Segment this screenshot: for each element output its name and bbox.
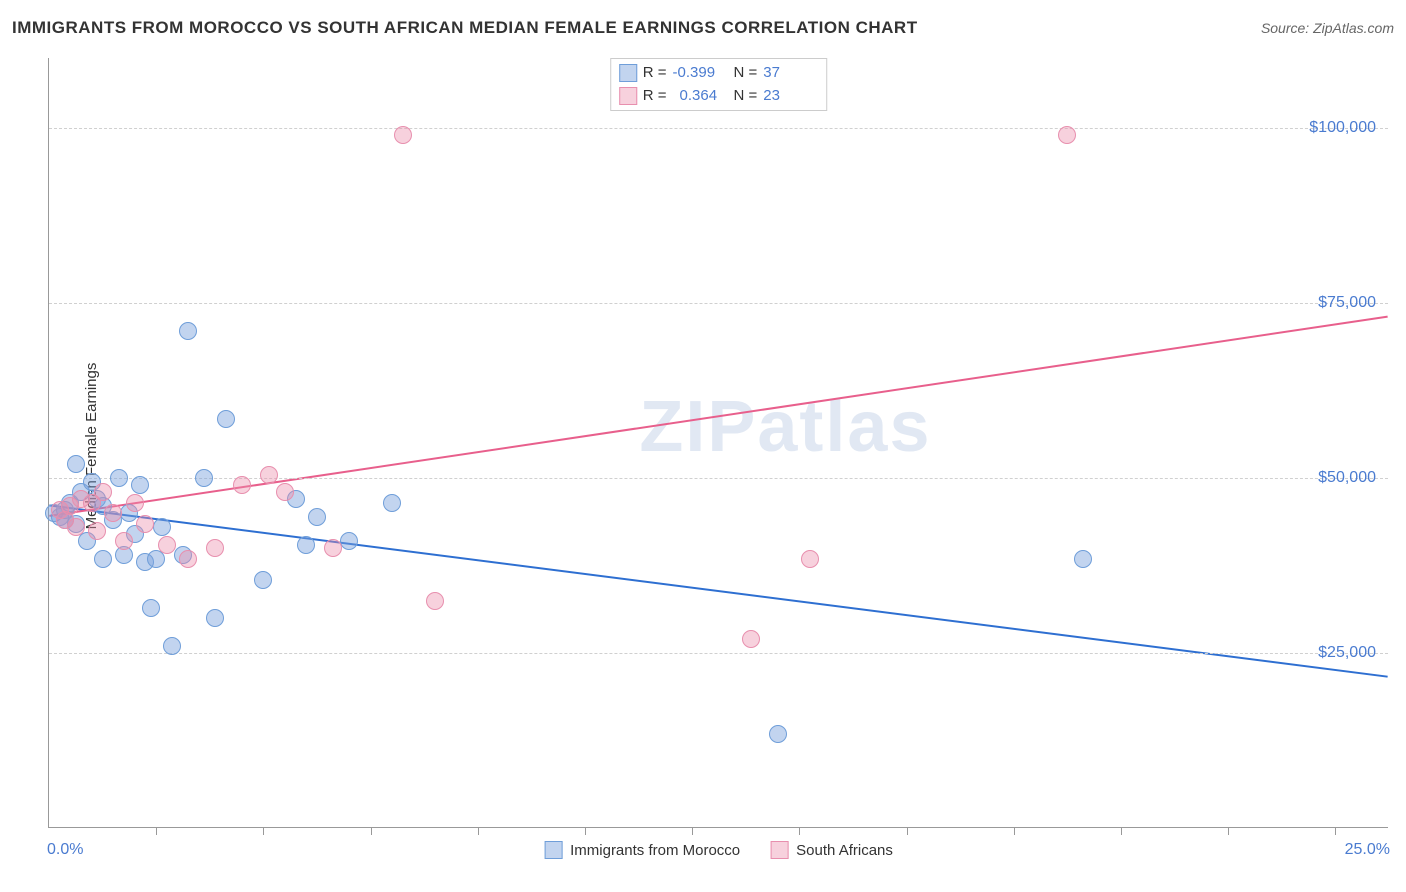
data-point-morocco: [769, 725, 787, 743]
gridline: [49, 303, 1388, 304]
data-point-southafrican: [206, 539, 224, 557]
series-legend: Immigrants from Morocco South Africans: [544, 841, 893, 859]
legend-row-morocco: R = -0.399 N = 37: [619, 62, 819, 85]
r-value-morocco: -0.399: [673, 62, 728, 85]
gridline: [49, 128, 1388, 129]
data-point-morocco: [308, 508, 326, 526]
swatch-southafrican: [770, 841, 788, 859]
data-point-morocco: [254, 571, 272, 589]
data-point-southafrican: [233, 476, 251, 494]
x-axis-min: 0.0%: [47, 841, 83, 859]
legend-label-morocco: Immigrants from Morocco: [570, 842, 740, 859]
data-point-morocco: [297, 536, 315, 554]
n-value-southafrican: 23: [763, 85, 818, 108]
gridline: [49, 653, 1388, 654]
gridline: [49, 478, 1388, 479]
data-point-southafrican: [426, 592, 444, 610]
r-value-southafrican: 0.364: [673, 85, 728, 108]
source-prefix: Source:: [1261, 20, 1313, 36]
data-point-morocco: [383, 494, 401, 512]
data-point-morocco: [179, 322, 197, 340]
data-point-morocco: [131, 476, 149, 494]
legend-item-southafrican: South Africans: [770, 841, 893, 859]
x-tick: [156, 827, 157, 835]
data-point-southafrican: [742, 630, 760, 648]
correlation-legend: R = -0.399 N = 37 R = 0.364 N = 23: [610, 58, 828, 111]
data-point-southafrican: [126, 494, 144, 512]
data-point-morocco: [67, 455, 85, 473]
data-point-southafrican: [324, 539, 342, 557]
x-tick: [1335, 827, 1336, 835]
data-point-morocco: [206, 609, 224, 627]
x-tick: [1121, 827, 1122, 835]
data-point-southafrican: [179, 550, 197, 568]
data-point-morocco: [195, 469, 213, 487]
data-point-southafrican: [115, 532, 133, 550]
data-point-southafrican: [104, 504, 122, 522]
data-point-morocco: [94, 550, 112, 568]
data-point-southafrican: [801, 550, 819, 568]
source-name: ZipAtlas.com: [1313, 20, 1394, 36]
trend-lines: [49, 58, 1388, 827]
watermark-text: ZIPatlas: [639, 386, 931, 468]
data-point-southafrican: [67, 518, 85, 536]
x-tick: [692, 827, 693, 835]
y-tick-label: $100,000: [1309, 119, 1376, 137]
r-label: R =: [643, 62, 667, 85]
data-point-southafrican: [136, 515, 154, 533]
n-label: N =: [734, 62, 758, 85]
n-label: N =: [734, 85, 758, 108]
swatch-morocco: [619, 64, 637, 82]
data-point-southafrican: [158, 536, 176, 554]
data-point-southafrican: [276, 483, 294, 501]
y-tick-label: $75,000: [1318, 294, 1376, 312]
x-tick: [799, 827, 800, 835]
x-tick: [585, 827, 586, 835]
legend-label-southafrican: South Africans: [796, 842, 893, 859]
x-tick: [1014, 827, 1015, 835]
data-point-morocco: [163, 637, 181, 655]
data-point-morocco: [153, 518, 171, 536]
y-tick-label: $25,000: [1318, 644, 1376, 662]
x-tick: [478, 827, 479, 835]
legend-item-morocco: Immigrants from Morocco: [544, 841, 740, 859]
x-tick: [263, 827, 264, 835]
data-point-morocco: [340, 532, 358, 550]
x-tick: [371, 827, 372, 835]
data-point-morocco: [1074, 550, 1092, 568]
scatter-plot: ZIPatlas R = -0.399 N = 37 R = 0.364 N =…: [48, 58, 1388, 828]
chart-header: IMMIGRANTS FROM MOROCCO VS SOUTH AFRICAN…: [12, 18, 1394, 38]
swatch-southafrican: [619, 87, 637, 105]
y-tick-label: $50,000: [1318, 469, 1376, 487]
x-tick: [1228, 827, 1229, 835]
swatch-morocco: [544, 841, 562, 859]
source-credit: Source: ZipAtlas.com: [1261, 20, 1394, 36]
x-tick: [907, 827, 908, 835]
chart-title: IMMIGRANTS FROM MOROCCO VS SOUTH AFRICAN…: [12, 18, 918, 38]
legend-row-southafrican: R = 0.364 N = 23: [619, 85, 819, 108]
data-point-southafrican: [1058, 126, 1076, 144]
data-point-southafrican: [260, 466, 278, 484]
trend-line-morocco: [49, 505, 1387, 676]
n-value-morocco: 37: [763, 62, 818, 85]
data-point-southafrican: [94, 483, 112, 501]
x-axis-max: 25.0%: [1345, 841, 1390, 859]
data-point-morocco: [110, 469, 128, 487]
data-point-morocco: [217, 410, 235, 428]
data-point-southafrican: [88, 522, 106, 540]
data-point-southafrican: [394, 126, 412, 144]
data-point-morocco: [142, 599, 160, 617]
r-label: R =: [643, 85, 667, 108]
